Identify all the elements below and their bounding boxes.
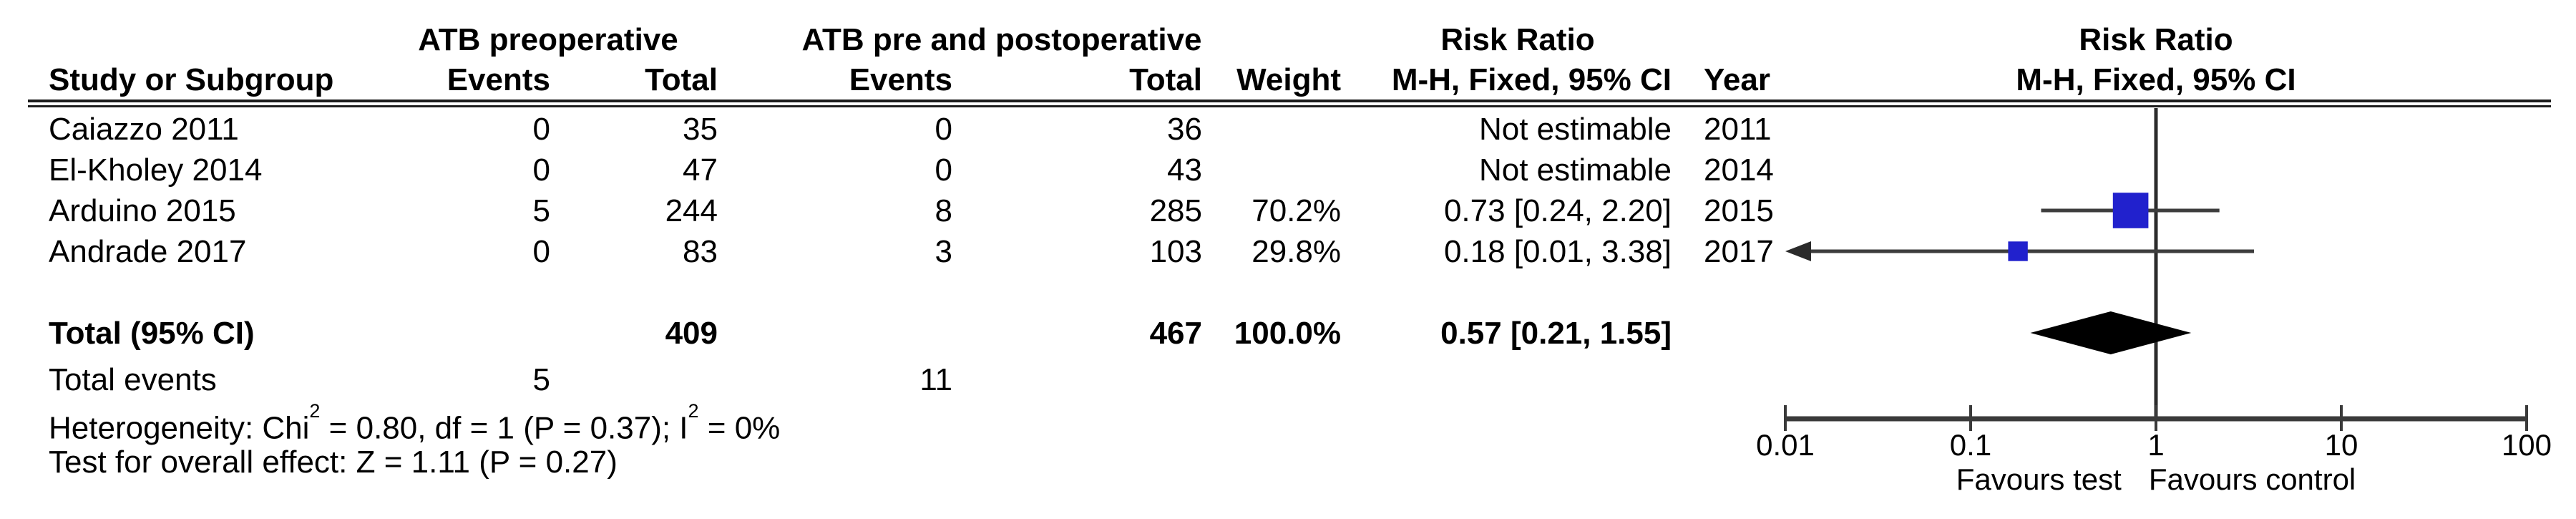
total2-value: 43 [1167,152,1202,188]
weight-value: 29.8% [1252,234,1341,269]
col-header-year: Year [1704,62,1770,97]
study-weight-square [2112,193,2149,228]
total1-value: 35 [683,112,718,147]
total-events1: 5 [532,362,550,397]
heterogeneity-part: = 0% [698,410,781,446]
col-header-estimate: M-H, Fixed, 95% CI [1391,62,1672,97]
year-value: 2017 [1704,234,1774,269]
total1-value: 47 [683,152,718,188]
axis-direction-labels: Favours test Favours control [1727,462,2576,498]
events1-value: 5 [532,193,550,228]
heterogeneity-text: Heterogeneity: Chi2 = 0.80, df = 1 (P = … [49,400,1194,449]
estimate-value: 0.18 [0.01, 3.38] [1443,234,1672,269]
risk-ratio-column-header: Risk Ratio [1440,22,1595,57]
events1-value: 0 [532,152,550,188]
overall-effect-text: Test for overall effect: Z = 1.11 (P = 0… [49,445,618,480]
heterogeneity-part: Heterogeneity: Chi [49,410,310,446]
study-weight-square [2008,241,2028,261]
chi-squared-superscript: 2 [309,400,321,422]
col-header-total2: Total [1129,62,1202,97]
axis-tick-label: 100 [2501,428,2552,462]
weight-value: 70.2% [1252,193,1341,228]
year-value: 2014 [1704,152,1774,188]
header-rule-top [28,100,2551,102]
group-header-atb-preoperative: ATB preoperative [418,22,678,57]
col-header-events2: Events [849,62,952,97]
col-header-total1: Total [645,62,718,97]
events2-value: 3 [935,234,952,269]
events1-value: 0 [532,234,550,269]
total-label: Total (95% CI) [49,316,255,351]
heterogeneity-part: = 0.80, df = 1 (P = 0.37); I [320,410,688,446]
col-header-study: Study or Subgroup [49,62,334,97]
total2-value: 285 [1149,193,1202,228]
events2-value: 0 [935,112,952,147]
total-estimate: 0.57 [0.21, 1.55] [1440,316,1672,351]
col-header-weight: Weight [1236,62,1341,97]
axis-tick-label: 0.1 [1949,428,1992,462]
total-weight: 100.0% [1234,316,1341,351]
study-label: Caiazzo 2011 [49,112,239,147]
axis-tick-label: 1 [2147,428,2165,462]
estimate-value: Not estimable [1478,152,1672,188]
total2-value: 103 [1149,234,1202,269]
total1-sum: 409 [665,316,718,351]
events2-value: 8 [935,193,952,228]
year-value: 2015 [1704,193,1774,228]
pooled-effect-diamond [2030,311,2192,354]
events1-value: 0 [532,112,550,147]
total2-sum: 467 [1149,316,1202,351]
header-rule-bottom [28,105,2551,107]
estimate-value: Not estimable [1478,112,1672,147]
axis-tick-label: 0.01 [1756,428,1815,462]
col-header-events1: Events [447,62,550,97]
total1-value: 244 [665,193,718,228]
plot-title: Risk Ratio [2079,22,2233,57]
plot-subtitle: M-H, Fixed, 95% CI [2016,62,2296,97]
i-squared-superscript: 2 [688,400,699,422]
total-events2: 11 [919,362,952,397]
favours-test-label: Favours test [1956,462,2122,496]
events2-value: 0 [935,152,952,188]
study-label: Arduino 2015 [49,193,236,228]
total1-value: 83 [683,234,718,269]
group-header-atb-pre-postoperative: ATB pre and postoperative [801,22,1202,57]
favours-control-label: Favours control [2148,462,2356,496]
total-events-label: Total events [49,362,217,397]
study-label: El-Kholey 2014 [49,152,263,188]
estimate-value: 0.73 [0.24, 2.20] [1443,193,1672,228]
axis-tick-label: 10 [2324,428,2358,462]
total2-value: 36 [1167,112,1202,147]
study-label: Andrade 2017 [49,234,247,269]
year-value: 2011 [1704,112,1772,147]
